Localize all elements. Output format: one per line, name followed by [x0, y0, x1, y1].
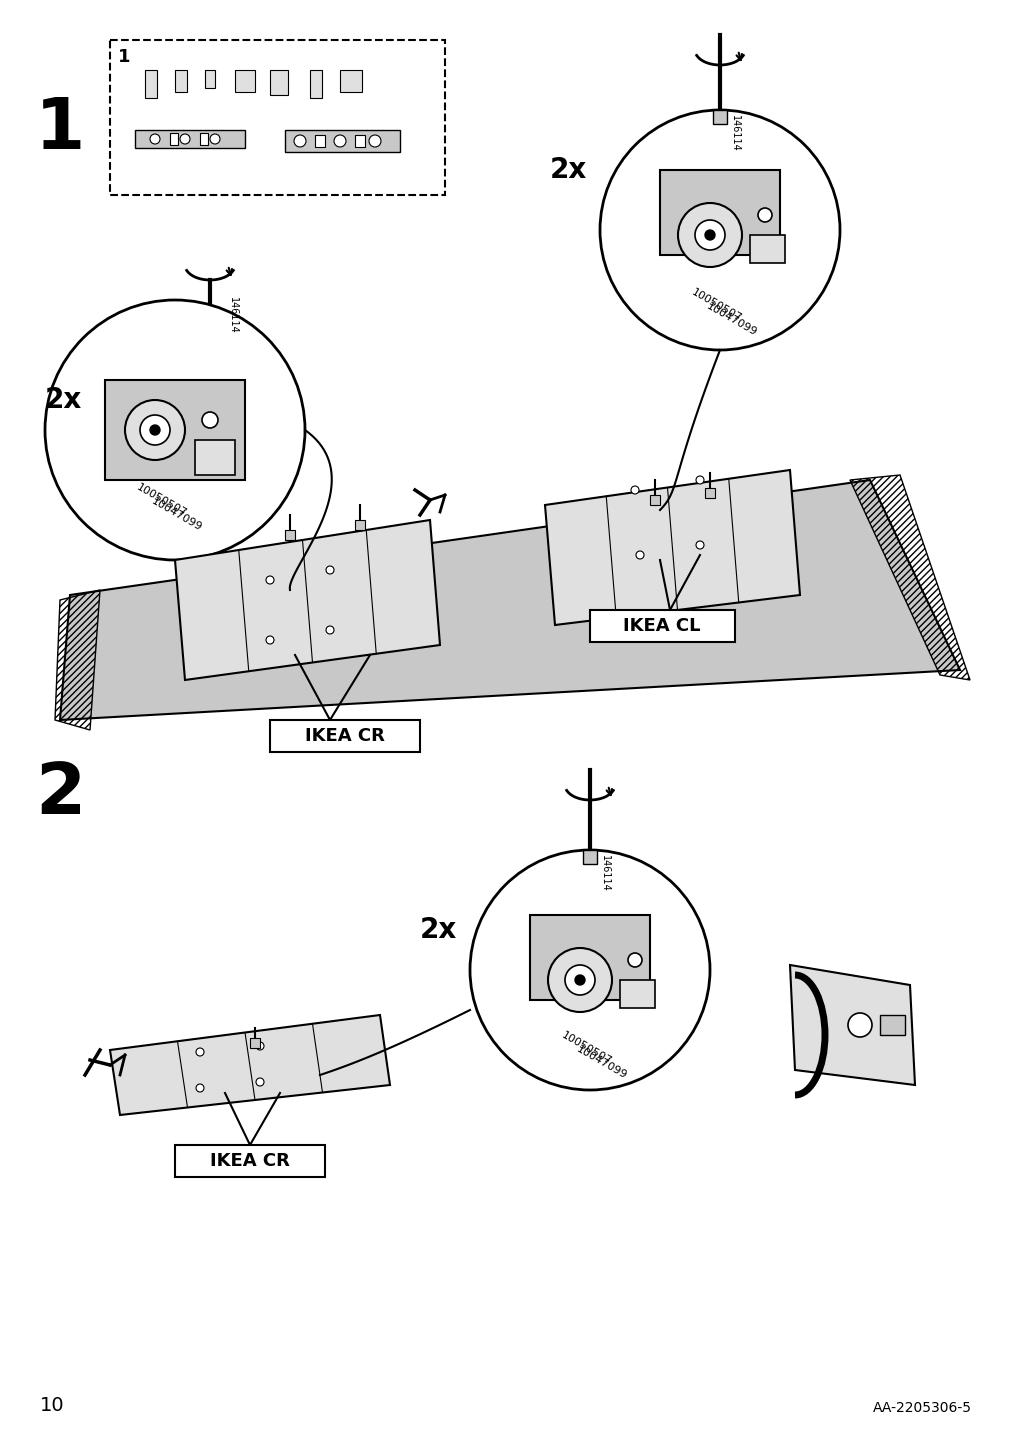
Text: 2: 2 [35, 760, 85, 829]
Bar [200, 133, 208, 145]
Circle shape [757, 208, 771, 222]
Circle shape [369, 135, 380, 147]
Text: 10050507: 10050507 [690, 286, 743, 324]
Bar [270, 720, 420, 752]
Circle shape [696, 541, 704, 548]
Bar [582, 851, 596, 863]
Circle shape [334, 135, 346, 147]
Text: AA-2205306-5: AA-2205306-5 [872, 1400, 971, 1415]
Circle shape [696, 475, 704, 484]
Bar [749, 235, 785, 263]
Circle shape [266, 576, 274, 584]
Text: 2x: 2x [420, 916, 457, 944]
Polygon shape [790, 965, 914, 1085]
Bar [205, 70, 214, 87]
Text: IKEA CR: IKEA CR [210, 1151, 289, 1170]
Bar [270, 70, 288, 95]
Circle shape [326, 566, 334, 574]
Bar [105, 379, 245, 480]
Bar [355, 520, 365, 530]
Bar [285, 130, 399, 152]
Bar [620, 979, 654, 1008]
Bar [134, 130, 245, 147]
Bar [713, 110, 726, 125]
Circle shape [294, 135, 305, 147]
Polygon shape [175, 520, 440, 680]
Circle shape [326, 626, 334, 634]
Bar [589, 610, 734, 642]
Circle shape [202, 412, 217, 428]
Circle shape [628, 954, 641, 967]
Circle shape [574, 975, 584, 985]
Bar [309, 70, 321, 97]
Text: 10047099: 10047099 [574, 1044, 628, 1081]
Circle shape [256, 1078, 264, 1085]
Text: 2x: 2x [549, 156, 586, 183]
Bar [340, 70, 362, 92]
Text: 146114: 146114 [729, 115, 739, 152]
Text: 10050507: 10050507 [134, 481, 188, 518]
Bar [195, 440, 235, 475]
Circle shape [705, 231, 715, 241]
Bar [705, 488, 715, 498]
Text: 146114: 146114 [600, 855, 610, 892]
Bar [250, 1038, 260, 1048]
Bar [203, 309, 216, 324]
Circle shape [677, 203, 741, 266]
Bar [175, 1146, 325, 1177]
Bar [659, 170, 779, 255]
Circle shape [266, 636, 274, 644]
Bar [880, 1015, 904, 1035]
Text: IKEA CR: IKEA CR [304, 727, 384, 745]
Circle shape [635, 551, 643, 558]
Polygon shape [60, 480, 959, 720]
Circle shape [196, 1048, 204, 1055]
Text: 10047099: 10047099 [705, 302, 758, 338]
Bar [649, 495, 659, 505]
Bar [145, 70, 157, 97]
Bar [314, 135, 325, 147]
Text: 10050507: 10050507 [559, 1030, 613, 1067]
Circle shape [150, 425, 160, 435]
Circle shape [469, 851, 710, 1090]
Circle shape [210, 135, 219, 145]
Bar [170, 133, 178, 145]
Text: 2x: 2x [44, 387, 82, 414]
Text: 1: 1 [118, 49, 130, 66]
Circle shape [44, 299, 304, 560]
Text: 1: 1 [35, 95, 85, 165]
Circle shape [695, 221, 724, 251]
Bar [285, 530, 295, 540]
Polygon shape [110, 1015, 389, 1116]
Bar [355, 135, 365, 147]
Bar [110, 40, 445, 195]
Bar [235, 70, 255, 92]
Circle shape [600, 110, 839, 349]
Polygon shape [545, 470, 800, 624]
Circle shape [548, 948, 612, 1012]
Circle shape [196, 1084, 204, 1093]
Bar [530, 915, 649, 1000]
Text: 146114: 146114 [227, 296, 238, 334]
Circle shape [564, 965, 594, 995]
Circle shape [150, 135, 160, 145]
Text: IKEA CL: IKEA CL [623, 617, 700, 634]
Circle shape [631, 485, 638, 494]
Circle shape [847, 1012, 871, 1037]
Text: 10047099: 10047099 [150, 497, 204, 534]
Circle shape [140, 415, 170, 445]
Text: 10: 10 [40, 1396, 65, 1415]
Circle shape [125, 400, 185, 460]
Circle shape [180, 135, 190, 145]
Circle shape [256, 1042, 264, 1050]
Bar [175, 70, 187, 92]
